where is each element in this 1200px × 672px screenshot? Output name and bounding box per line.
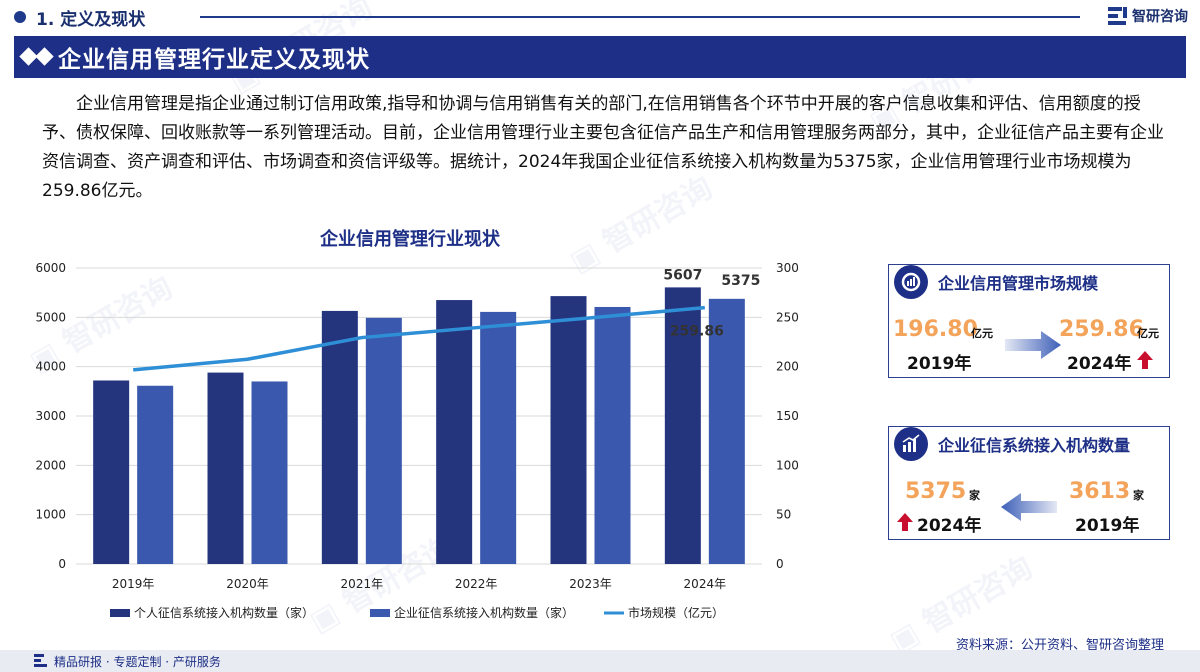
bar-enterprise-2023年 — [594, 306, 631, 564]
brand-logo-icon — [1108, 7, 1128, 25]
bar-series — [93, 287, 745, 564]
data-label-enterprise-2024: 5375 — [721, 273, 760, 289]
right-tick-label: 250 — [776, 310, 799, 324]
legend-swatch — [110, 609, 130, 617]
institutions-2024-value: 5375 — [905, 479, 967, 504]
arrow-up-icon — [1137, 351, 1153, 369]
line-series — [133, 305, 705, 372]
x-axis: 2019年 2020年 2021年 2022年 2023年 2024年 — [112, 577, 726, 591]
chart-title: 企业信用管理行业现状 — [320, 229, 500, 250]
bullet-dot-icon — [14, 11, 26, 23]
right-tick-label: 300 — [776, 261, 799, 275]
bar-personal-2019年 — [93, 380, 130, 564]
bar-enterprise-2024年 — [708, 298, 745, 564]
institutions-card: 企业征信系统接入机构数量 5375 家 2024年 3613 家 2019年 — [888, 426, 1170, 540]
chart-grid — [76, 267, 762, 565]
card-header: 企业信用管理市场规模 — [888, 264, 1170, 300]
diamond-icon — [14, 36, 58, 78]
legend-label: 企业征信系统接入机构数量（家） — [394, 605, 574, 620]
right-axis: 0 50 100 150 200 250 300 — [776, 261, 799, 571]
header-divider — [200, 16, 1080, 18]
right-tick-label: 200 — [776, 360, 799, 374]
bar-enterprise-2022年 — [480, 311, 517, 564]
left-tick-label: 4000 — [35, 360, 66, 374]
institutions-2024-year: 2024年 — [917, 516, 982, 536]
brand-logo: 智研咨询 — [1108, 6, 1188, 26]
market-size-2024-unit: 亿元 — [1137, 327, 1159, 340]
left-tick-label: 5000 — [35, 310, 66, 324]
bar-personal-2023年 — [550, 296, 587, 564]
bar-personal-2021年 — [321, 310, 358, 564]
left-axis: 0 1000 2000 3000 4000 5000 6000 — [35, 261, 66, 571]
right-tick-label: 100 — [776, 458, 799, 472]
market-size-2019-year: 2019年 — [907, 354, 972, 374]
x-tick-label: 2019年 — [112, 577, 155, 591]
x-tick-label: 2022年 — [455, 577, 498, 591]
arrow-right-icon — [1005, 331, 1061, 359]
chart-pie-icon — [894, 265, 928, 299]
market-size-line — [133, 305, 705, 372]
data-labels: 5607 5375 259.86 — [663, 267, 760, 339]
chart: 0 1000 2000 3000 4000 5000 6000 0 50 100 150 200 25… — [35, 261, 799, 620]
x-tick-label: 2024年 — [684, 577, 727, 591]
left-tick-label: 1000 — [35, 508, 66, 522]
left-tick-label: 3000 — [35, 409, 66, 423]
market-size-2024-value: 259.86 — [1059, 317, 1144, 342]
card-title: 企业征信系统接入机构数量 — [938, 436, 1131, 455]
market-size-2024-year: 2024年 — [1067, 354, 1132, 374]
left-tick-label: 2000 — [35, 458, 66, 472]
bar-personal-2024年 — [664, 287, 701, 564]
market-size-2019-value: 196.80 — [893, 317, 978, 342]
title-banner: 企业信用管理行业定义及现状 — [14, 36, 1186, 78]
data-source: 资料来源：公开资料、智研咨询整理 — [955, 638, 1164, 653]
arrow-left-icon — [1001, 493, 1057, 521]
card-title: 企业信用管理市场规模 — [938, 274, 1099, 293]
bar-personal-2022年 — [436, 300, 473, 564]
x-tick-label: 2020年 — [226, 577, 269, 591]
right-tick-label: 50 — [776, 508, 791, 522]
bar-enterprise-2021年 — [365, 317, 402, 564]
institutions-2019-unit: 家 — [1133, 489, 1144, 502]
left-tick-label: 0 — [58, 557, 66, 571]
bar-chart-icon — [894, 427, 928, 461]
market-size-card: 企业信用管理市场规模 196.80 亿元 2019年 259.86 亿元 202… — [888, 264, 1170, 378]
institutions-2019-value: 3613 — [1069, 479, 1131, 504]
legend-label: 个人征信系统接入机构数量（家） — [134, 605, 314, 620]
section-header: 1. 定义及现状 智研咨询 — [0, 0, 1200, 34]
right-tick-label: 0 — [776, 557, 784, 571]
left-tick-label: 6000 — [35, 261, 66, 275]
legend-label: 市场规模（亿元） — [628, 605, 724, 620]
page-title: 企业信用管理行业定义及现状 — [58, 47, 370, 73]
bottom-bar: 精品研报 · 专题定制 · 产研服务 — [0, 650, 1200, 672]
arrow-up-icon — [897, 513, 913, 531]
bar-enterprise-2020年 — [251, 381, 288, 564]
data-label-personal-2024: 5607 — [663, 267, 702, 283]
footer-slogan: 精品研报 · 专题定制 · 产研服务 — [54, 655, 221, 669]
institutions-2024-unit: 家 — [969, 489, 980, 502]
market-size-2019-unit: 亿元 — [971, 327, 993, 340]
x-tick-label: 2023年 — [569, 577, 612, 591]
card-header: 企业征信系统接入机构数量 — [888, 426, 1170, 462]
right-tick-label: 150 — [776, 409, 799, 423]
section-title: 1. 定义及现状 — [36, 10, 146, 30]
bar-enterprise-2019年 — [137, 385, 174, 564]
chart-legend: 个人征信系统接入机构数量（家） 企业征信系统接入机构数量（家） 市场规模（亿元） — [110, 605, 724, 620]
intro-paragraph: 企业信用管理是指企业通过制订信用政策,指导和协调与信用销售有关的部门,在信用销售… — [42, 94, 1164, 201]
brand-logo-icon — [34, 654, 48, 668]
brand-logo-text: 智研咨询 — [1132, 9, 1188, 25]
bar-personal-2020年 — [207, 372, 244, 564]
x-tick-label: 2021年 — [341, 577, 384, 591]
legend-swatch — [370, 609, 390, 617]
data-label-market-2024: 259.86 — [670, 324, 724, 340]
institutions-2019-year: 2019年 — [1075, 516, 1140, 536]
